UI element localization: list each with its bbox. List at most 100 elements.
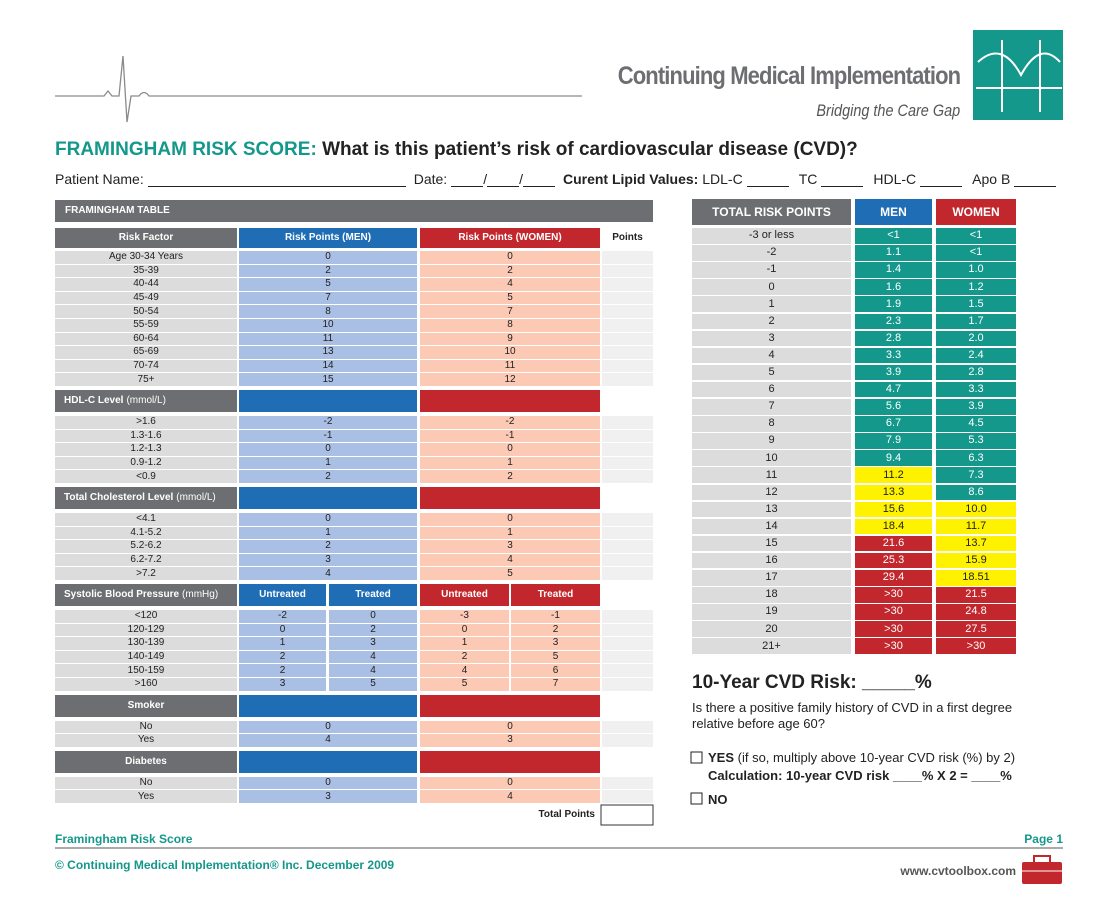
risk-points-women: 1: [420, 456, 600, 470]
calculation: Calculation: 10-year CVD risk ____% X 2 …: [708, 768, 1012, 783]
risk-points: 2: [239, 664, 326, 677]
risk-points-women: -1: [420, 429, 600, 443]
risk-points-women: 1: [420, 526, 600, 540]
row-label: 0.9-1.2: [55, 456, 237, 470]
risk-points-men: 10: [239, 319, 417, 332]
risk-points: 1: [420, 637, 509, 650]
risk-points-men: 4: [239, 734, 417, 747]
yes-option: YES (if so, multiply above 10-year CVD r…: [708, 750, 1015, 765]
label: LDL-C: [702, 171, 743, 187]
risk-points-label: 16: [692, 552, 851, 569]
risk-points-women: 5: [420, 291, 600, 305]
men-risk: 1.9: [855, 296, 932, 312]
points-cell: [602, 513, 653, 526]
risk-points-label: 11: [692, 467, 851, 483]
row-label: 1.2-1.3: [55, 443, 237, 456]
row-label: >7.2: [55, 567, 237, 580]
points-cell: [602, 470, 653, 483]
row-label: 4.1-5.2: [55, 526, 237, 540]
men-risk: 21.6: [855, 535, 932, 552]
points-cell: [602, 734, 653, 747]
men-risk: 9.4: [855, 450, 932, 466]
risk-points-men: 8: [239, 305, 417, 318]
column-header: Risk Factor: [55, 228, 237, 248]
no-option: NO: [708, 792, 728, 807]
men-risk: 18.4: [855, 518, 932, 535]
label: TC: [798, 171, 818, 187]
points-cell: [602, 623, 653, 637]
title-lead: FRAMINGHAM RISK SCORE:: [55, 139, 317, 160]
risk-points-men: -1: [239, 429, 417, 443]
section-header: Total Cholesterol Level (mmol/L): [55, 487, 237, 509]
risk-points: 7: [511, 678, 600, 691]
risk-points: -2: [239, 610, 326, 623]
risk-points-label: 15: [692, 535, 851, 552]
risk-points: -1: [511, 610, 600, 623]
women-risk: 1.7: [936, 313, 1016, 330]
risk-points-men: -2: [239, 416, 417, 429]
logo: [973, 30, 1063, 120]
row-label: Yes: [55, 734, 237, 747]
risk-points-women: 4: [420, 278, 600, 291]
risk-points-label: 7: [692, 399, 851, 415]
risk-points-men: 0: [239, 443, 417, 456]
points-cell: [602, 346, 653, 359]
row-label: 75+: [55, 373, 237, 386]
points-cell: [602, 373, 653, 386]
row-label: 6.2-7.2: [55, 553, 237, 567]
points-cell: [602, 291, 653, 305]
women-risk: 11.7: [936, 518, 1016, 535]
points-cell: [602, 456, 653, 470]
men-risk: 11.2: [855, 467, 932, 483]
row-label: 130-139: [55, 637, 237, 650]
risk-points-women: 0: [420, 443, 600, 456]
points-cell: [602, 678, 653, 691]
section-header: HDL-C Level (mmol/L): [55, 390, 237, 412]
risk-points-women: 9: [420, 332, 600, 346]
women-risk: 27.5: [936, 621, 1016, 637]
points-cell: [602, 553, 653, 567]
risk-points-label: 18: [692, 587, 851, 603]
ecg-line: [55, 55, 582, 123]
section-name: Smoker: [127, 699, 165, 711]
men-risk: 3.3: [855, 347, 932, 364]
points-cell: [602, 251, 653, 264]
section-name: Systolic Blood Pressure: [64, 589, 180, 600]
women-risk: 10.0: [936, 501, 1016, 518]
risk-points-men: 3: [239, 553, 417, 567]
checkbox: [690, 751, 703, 764]
women-risk: 1.0: [936, 262, 1016, 278]
risk-points-label: 12: [692, 484, 851, 501]
risk-points: 5: [420, 678, 509, 691]
risk-points-men: 0: [239, 720, 417, 734]
risk-points: 1: [239, 637, 326, 650]
men-risk: >30: [855, 621, 932, 637]
row-label: 35-39: [55, 264, 237, 278]
label: Date:: [413, 171, 448, 187]
risk-points-women: 0: [420, 251, 600, 264]
column-header: MEN: [855, 199, 932, 225]
row-label: 1.3-1.6: [55, 429, 237, 443]
label: HDL-C: [873, 171, 917, 187]
risk-points-women: 3: [420, 734, 600, 747]
total-points-box: [600, 804, 654, 826]
risk-points-label: 2: [692, 313, 851, 330]
row-label: No: [55, 776, 237, 790]
sub-header: Treated: [329, 584, 417, 606]
risk-points-label: 4: [692, 347, 851, 364]
risk-points-label: 19: [692, 604, 851, 620]
points-cell: [602, 650, 653, 664]
footer-left: Framingham Risk Score: [55, 832, 193, 846]
women-risk: 2.0: [936, 330, 1016, 347]
men-risk: 4.7: [855, 381, 932, 398]
risk-points-women: 5: [420, 567, 600, 580]
risk-points-men: 0: [239, 251, 417, 264]
sub-header: Untreated: [420, 584, 509, 606]
column-header: Risk Points (MEN): [239, 228, 417, 248]
risk-points: 2: [239, 650, 326, 664]
label: Patient Name:: [55, 171, 144, 187]
risk-points-label: 13: [692, 501, 851, 518]
row-label: 140-149: [55, 650, 237, 664]
page-number: Page 1: [1024, 832, 1063, 846]
